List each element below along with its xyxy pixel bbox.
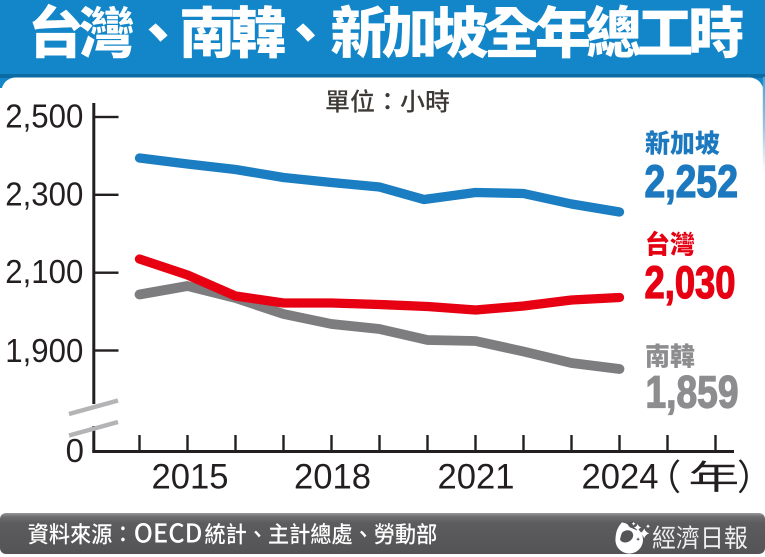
svg-text:2021: 2021 <box>438 458 515 497</box>
svg-text:2024: 2024 <box>582 458 659 497</box>
svg-text:2018: 2018 <box>294 458 371 497</box>
svg-text:2,300: 2,300 <box>5 175 83 212</box>
svg-text:2,500: 2,500 <box>5 98 83 135</box>
svg-text:0: 0 <box>66 432 84 469</box>
svg-text:2,252: 2,252 <box>645 156 739 207</box>
svg-text:1,900: 1,900 <box>5 332 83 369</box>
svg-text:2,100: 2,100 <box>5 253 83 290</box>
svg-text:1,859: 1,859 <box>646 367 739 418</box>
svg-text:2015: 2015 <box>152 458 229 497</box>
svg-text:2,030: 2,030 <box>645 257 736 308</box>
